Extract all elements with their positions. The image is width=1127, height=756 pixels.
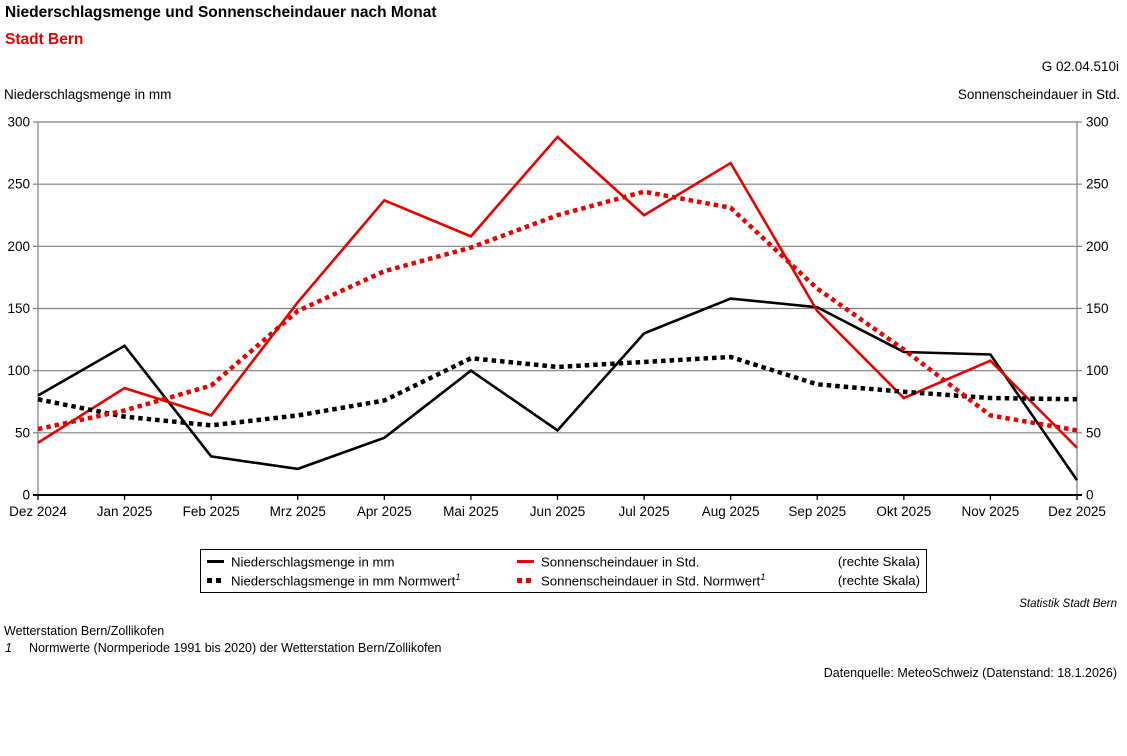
page-subtitle: Stadt Bern	[5, 31, 84, 48]
page-title: Niederschlagsmenge und Sonnenscheindauer…	[5, 4, 437, 21]
legend-item-precip: Niederschlagsmenge in mm	[207, 553, 517, 570]
statistik-credit: Statistik Stadt Bern	[1019, 598, 1117, 610]
legend-label: Niederschlagsmenge in mm Normwert1	[231, 572, 461, 589]
legend-item-precip-norm: Niederschlagsmenge in mm Normwert1	[207, 572, 517, 589]
legend-label: Niederschlagsmenge in mm	[231, 554, 395, 570]
y-tick-label-right: 200	[1086, 239, 1109, 254]
x-tick-label: Jul 2025	[619, 504, 670, 519]
x-tick-label: Mrz 2025	[270, 504, 326, 519]
y-tick-label-right: 100	[1086, 363, 1109, 378]
y-tick-label-right: 300	[1086, 115, 1109, 130]
legend-row: Niederschlagsmenge in mm Normwert1 Sonne…	[207, 571, 920, 590]
legend-note-right-scale: (rechte Skala)	[837, 573, 920, 588]
y-tick-label-left: 50	[15, 425, 30, 440]
series-line-precipitation-norm	[37, 354, 1078, 428]
left-axis-caption: Niederschlagsmenge in mm	[4, 87, 172, 102]
y-tick-label-left: 100	[7, 363, 30, 378]
chart-legend: Niederschlagsmenge in mm Sonnenscheindau…	[200, 549, 927, 593]
legend-note-right-scale: (rechte Skala)	[837, 554, 920, 569]
x-tick-label: Jan 2025	[97, 504, 153, 519]
y-tick-label-left: 300	[7, 115, 30, 130]
x-tick-label: Okt 2025	[876, 504, 931, 519]
x-tick-label: Dez 2024	[9, 504, 67, 519]
sun-norm-line-swatch	[517, 577, 534, 583]
right-axis-caption: Sonnenscheindauer in Std.	[957, 87, 1120, 102]
y-tick-label-left: 0	[22, 488, 30, 503]
x-tick-label: Nov 2025	[962, 504, 1020, 519]
weather-station-note: Wetterstation Bern/Zollikofen	[4, 624, 165, 638]
footnote-text: Normwerte (Normperiode 1991 bis 2020) de…	[28, 641, 442, 655]
legend-label: Sonnenscheindauer in Std. Normwert1	[541, 572, 766, 589]
series-line-sunshine-norm	[37, 189, 1078, 433]
legend-row: Niederschlagsmenge in mm Sonnenscheindau…	[207, 552, 920, 571]
y-tick-label-right: 150	[1086, 301, 1109, 316]
y-tick-label-right: 50	[1086, 425, 1101, 440]
series-line-precipitation	[37, 297, 1079, 481]
x-tick-label: Mai 2025	[443, 504, 499, 519]
legend-item-sun: Sonnenscheindauer in Std.	[517, 553, 835, 570]
x-tick-label: Sep 2025	[788, 504, 846, 519]
sun-line-swatch	[517, 559, 534, 563]
precip-line-swatch	[207, 559, 224, 563]
figure-id: G 02.04.510i	[1041, 59, 1119, 74]
y-tick-label-left: 150	[7, 301, 30, 316]
x-tick-label: Apr 2025	[357, 504, 412, 519]
y-tick-label-left: 200	[7, 239, 30, 254]
x-tick-label: Feb 2025	[183, 504, 240, 519]
y-tick-label-right: 0	[1086, 488, 1094, 503]
series-line-sunshine	[37, 135, 1078, 449]
x-tick-label: Jun 2025	[530, 504, 586, 519]
y-tick-label-right: 250	[1086, 177, 1109, 192]
precip-norm-line-swatch	[207, 577, 224, 583]
footnote: 1 Normwerte (Normperiode 1991 bis 2020) d…	[5, 641, 441, 655]
legend-item-sun-norm: Sonnenscheindauer in Std. Normwert1	[517, 572, 835, 589]
x-tick-label: Aug 2025	[702, 504, 760, 519]
data-source: Datenquelle: MeteoSchweiz (Datenstand: 1…	[823, 666, 1117, 680]
x-tick-label: Dez 2025	[1048, 504, 1106, 519]
footnote-marker: 1	[5, 641, 12, 655]
legend-label: Sonnenscheindauer in Std.	[541, 554, 700, 570]
y-tick-label-left: 250	[7, 177, 30, 192]
